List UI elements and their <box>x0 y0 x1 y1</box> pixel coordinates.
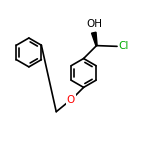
Text: OH: OH <box>86 19 103 29</box>
Text: O: O <box>67 95 75 105</box>
Polygon shape <box>92 32 97 46</box>
Text: Cl: Cl <box>118 41 129 51</box>
